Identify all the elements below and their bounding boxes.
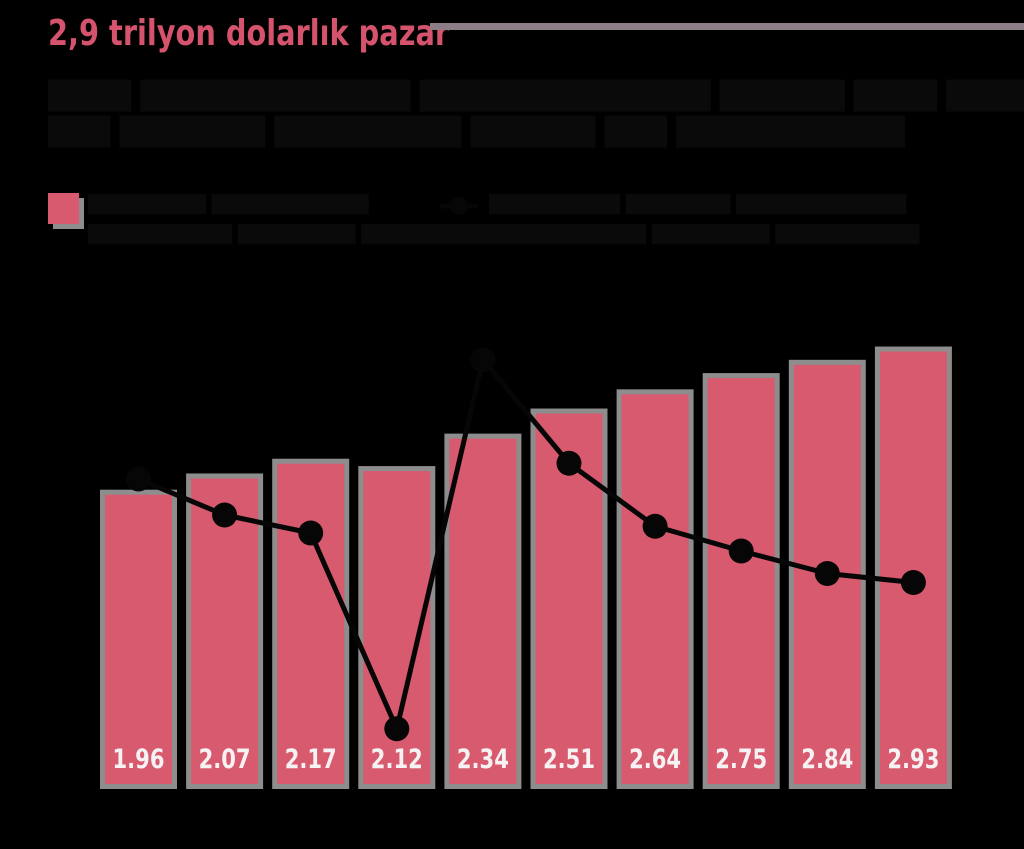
bar-value-label: 2.93 [887,744,939,775]
line-series [137,357,914,732]
bar-value-label: 2.84 [801,744,853,775]
bar [191,478,259,784]
line-marker [126,466,151,492]
bar [449,438,517,784]
bar-value-label: 2.07 [199,744,251,775]
bar-value-label: 2.34 [457,744,509,775]
bar [707,378,775,784]
legend-item-bars: █████████ ████████████ ███████████ █████… [88,190,544,250]
legend-item-line-line1: ██████████ ████████ █████████████ [489,195,907,215]
bar [621,394,689,784]
title-rule-divider [430,23,1024,30]
bar-value-label: 2.12 [371,744,423,775]
line-marker [556,450,582,476]
legend-item-bars-line2: ███████████ █████████ ██████████████ [88,225,545,245]
legend-bar-swatch-icon [48,193,79,224]
bar-value-label: 2.75 [715,744,767,775]
bar-value-label: 2.64 [629,744,681,775]
line-marker [900,570,926,595]
line-marker [814,561,840,586]
line-marker [470,347,496,373]
legend-item-line-line2: ████████████ █████████ ███████████ [489,225,920,245]
page-title: 2,9 trilyon dolarlık pazar [48,13,450,54]
line-marker [298,520,324,546]
bar-value-label: 2.51 [543,744,595,775]
legend-item-bars-line1: █████████ ████████████ [88,195,369,215]
line-marker [212,502,238,528]
bar [277,463,345,784]
legend-item-line: ██████████ ████████ █████████████ ██████… [489,190,919,250]
line-marker [384,716,410,742]
bar-value-label: 2.17 [285,744,337,775]
line-marker [642,513,668,539]
bar [879,351,947,784]
legend-line-swatch-icon [440,197,478,215]
bar-value-label: 1.96 [113,744,165,775]
bar [105,494,172,784]
line-marker [728,538,754,564]
subtitle-line-2: ███ ███████ █████████ ██████ ███ ███████… [48,117,905,148]
subtitle-line-1: ████ █████████████ ██████████████ ██████… [48,81,1024,112]
